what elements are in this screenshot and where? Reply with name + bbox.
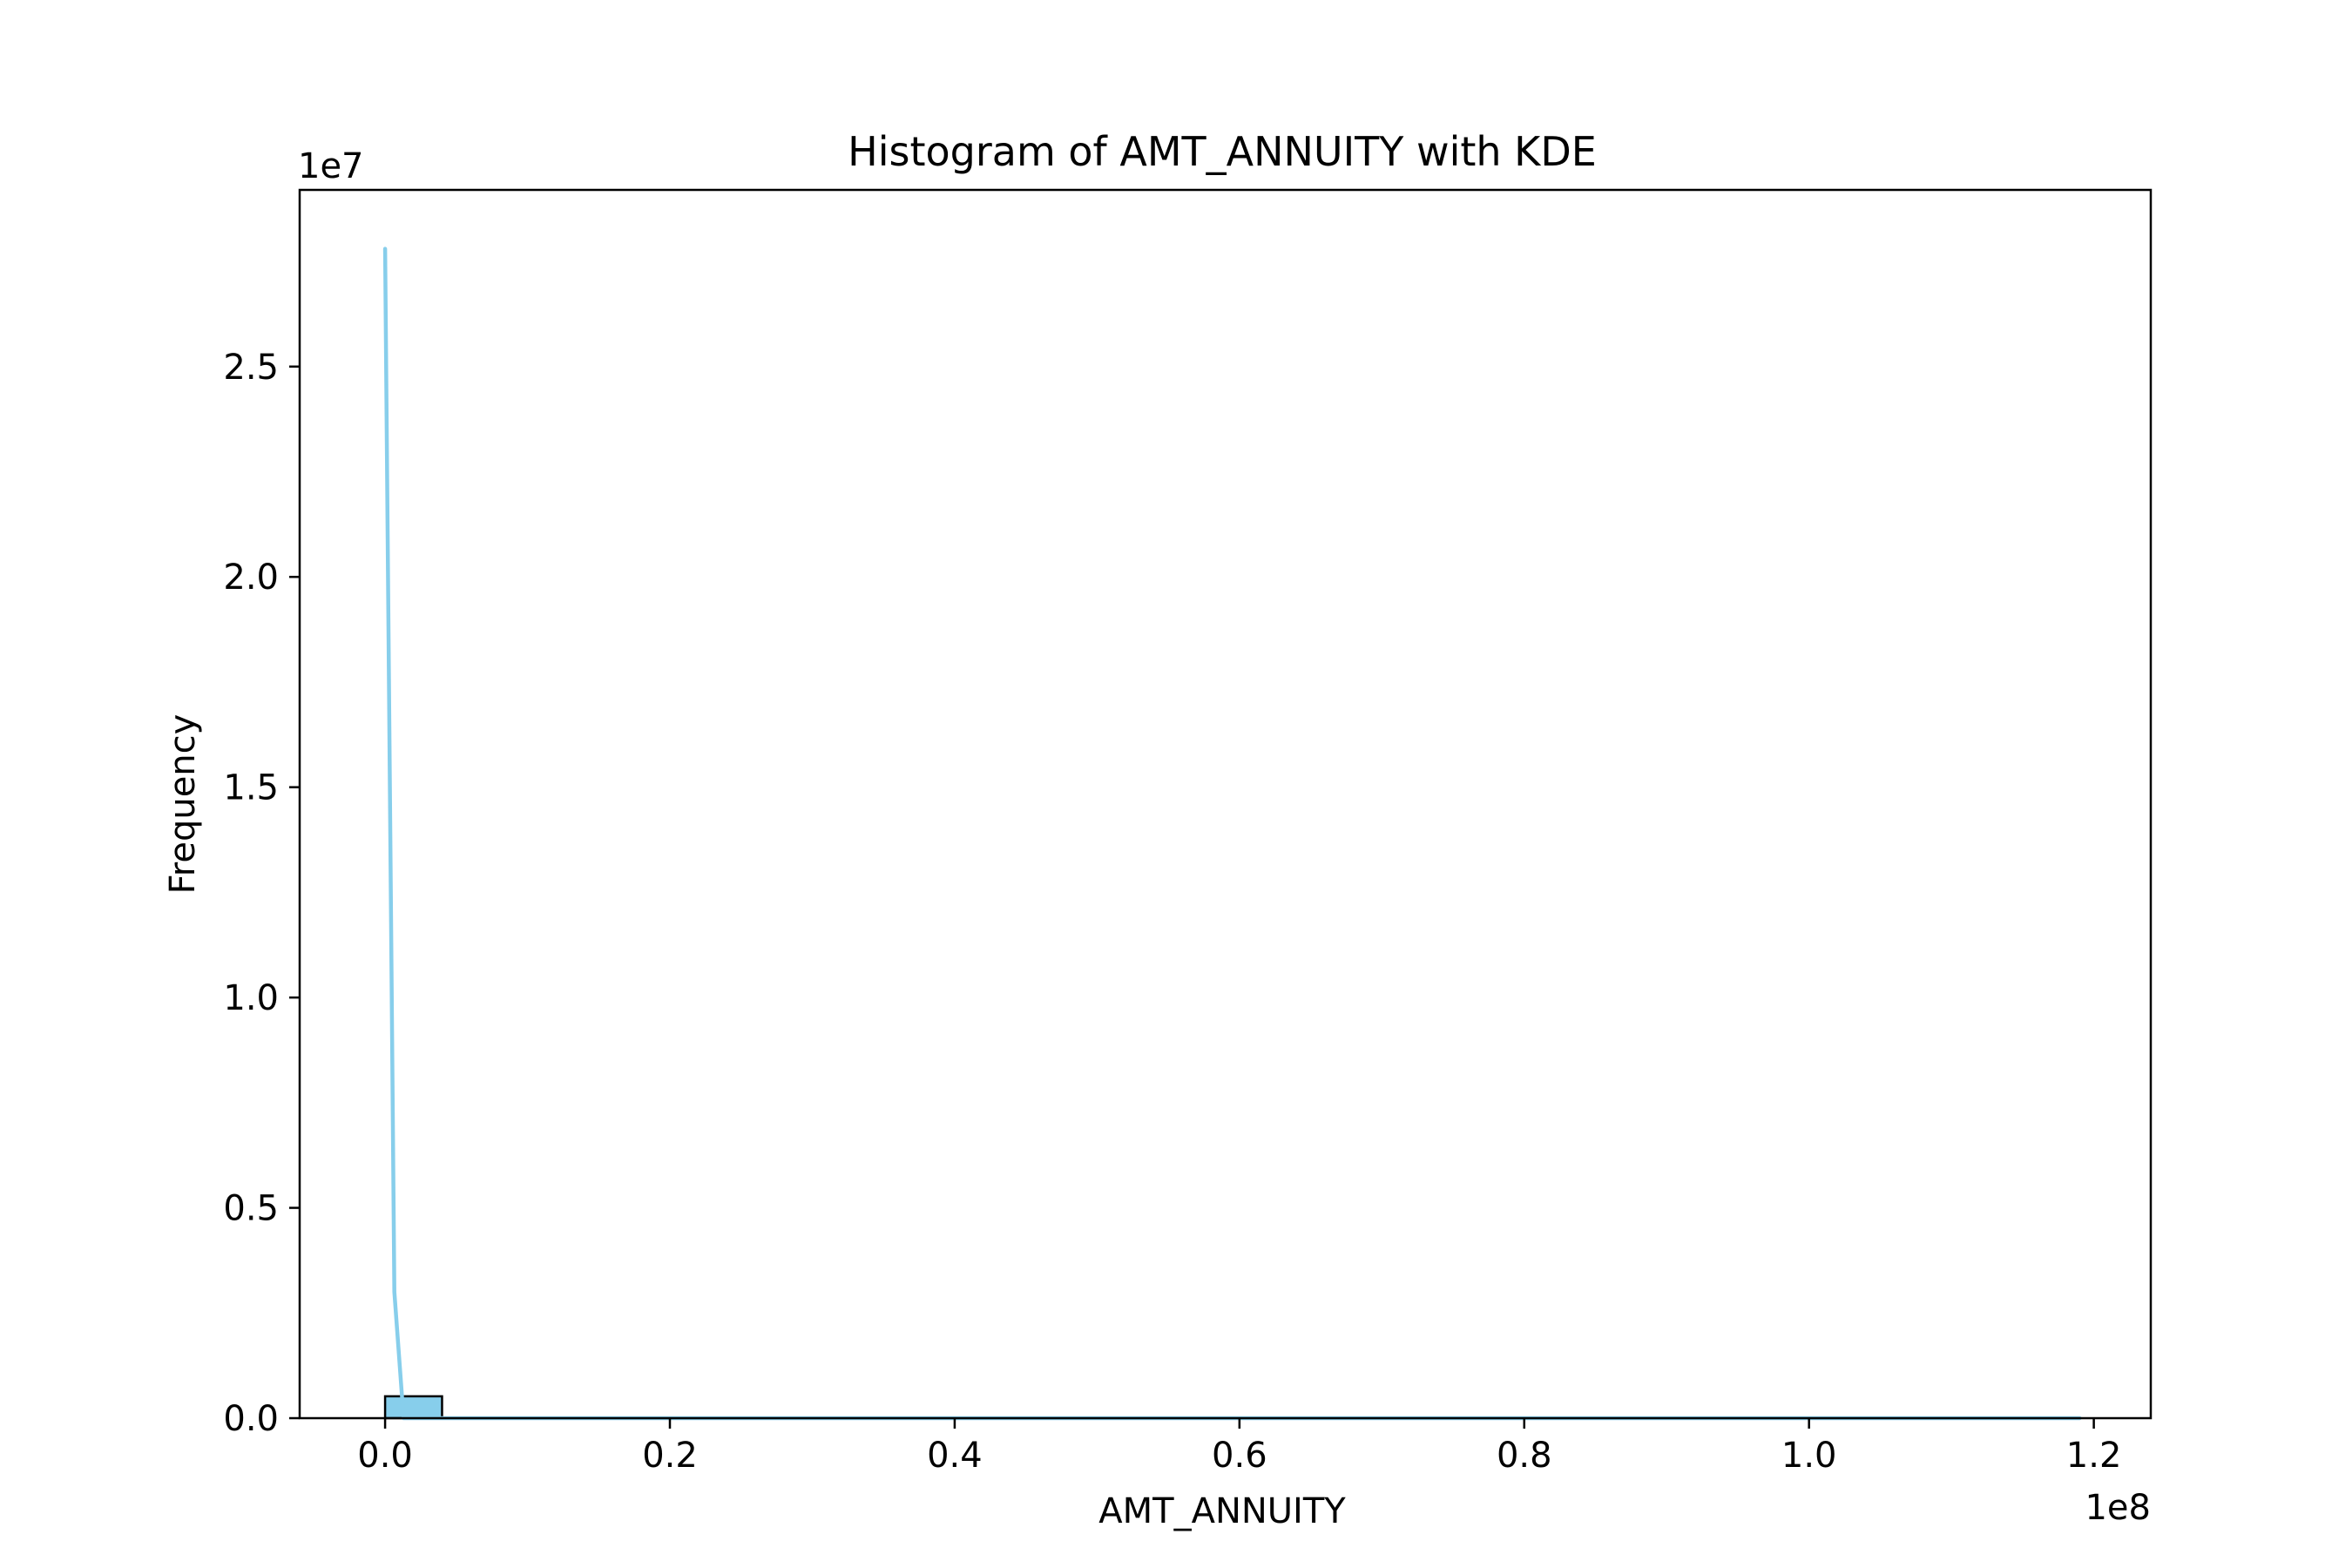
y-axis-offset-label: 1e7 (298, 146, 364, 186)
x-axis-ticks: 0.0 0.2 0.4 0.6 0.8 1.0 1.2 (357, 1418, 2121, 1476)
x-tick-label: 0.2 (642, 1436, 698, 1476)
y-axis-ticks: 0.0 0.5 1.0 1.5 2.0 2.5 (223, 348, 300, 1439)
y-axis-label: Frequency (163, 714, 203, 895)
x-axis-offset-label: 1e8 (2085, 1488, 2151, 1528)
y-tick-label: 2.0 (223, 558, 279, 598)
x-tick-label: 1.0 (1781, 1436, 1837, 1476)
chart-title: Histogram of AMT_ANNUITY with KDE (848, 128, 1597, 175)
plot-frame (298, 188, 2153, 1420)
x-tick-label: 1.2 (2066, 1436, 2122, 1476)
y-tick-label: 2.5 (223, 348, 279, 388)
x-axis-label: AMT_ANNUITY (1098, 1491, 1346, 1531)
y-tick-label: 1.0 (223, 978, 279, 1018)
x-tick-label: 0.8 (1497, 1436, 1552, 1476)
y-tick-label: 1.5 (223, 768, 279, 808)
y-tick-label: 0.0 (223, 1399, 279, 1439)
x-tick-label: 0.6 (1212, 1436, 1267, 1476)
x-tick-label: 0.4 (927, 1436, 983, 1476)
y-tick-label: 0.5 (223, 1189, 279, 1229)
histogram-bar (383, 1395, 443, 1420)
histogram-bars (383, 1395, 443, 1420)
x-tick-label: 0.0 (357, 1436, 413, 1476)
